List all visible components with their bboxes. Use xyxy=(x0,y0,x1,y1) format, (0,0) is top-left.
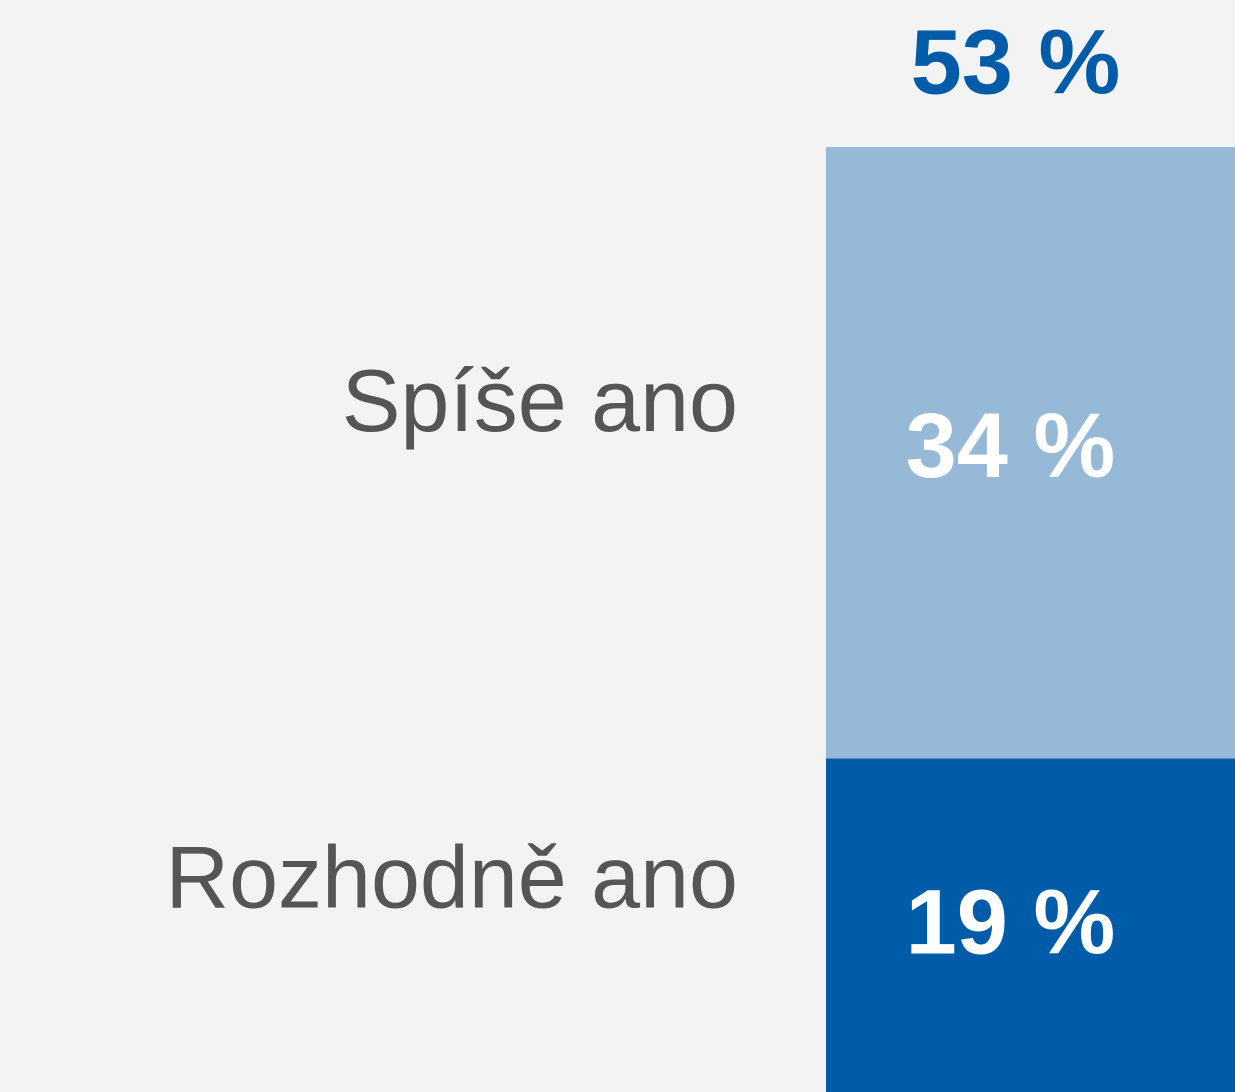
bar-segment xyxy=(826,147,1235,759)
category-label: Spíše ano xyxy=(342,351,738,450)
category-label: Rozhodně ano xyxy=(166,827,738,926)
bar-segment xyxy=(826,758,1235,1092)
value-label: 34 % xyxy=(906,395,1116,497)
value-label: 19 % xyxy=(906,871,1116,973)
total-label: 53 % xyxy=(911,11,1121,113)
